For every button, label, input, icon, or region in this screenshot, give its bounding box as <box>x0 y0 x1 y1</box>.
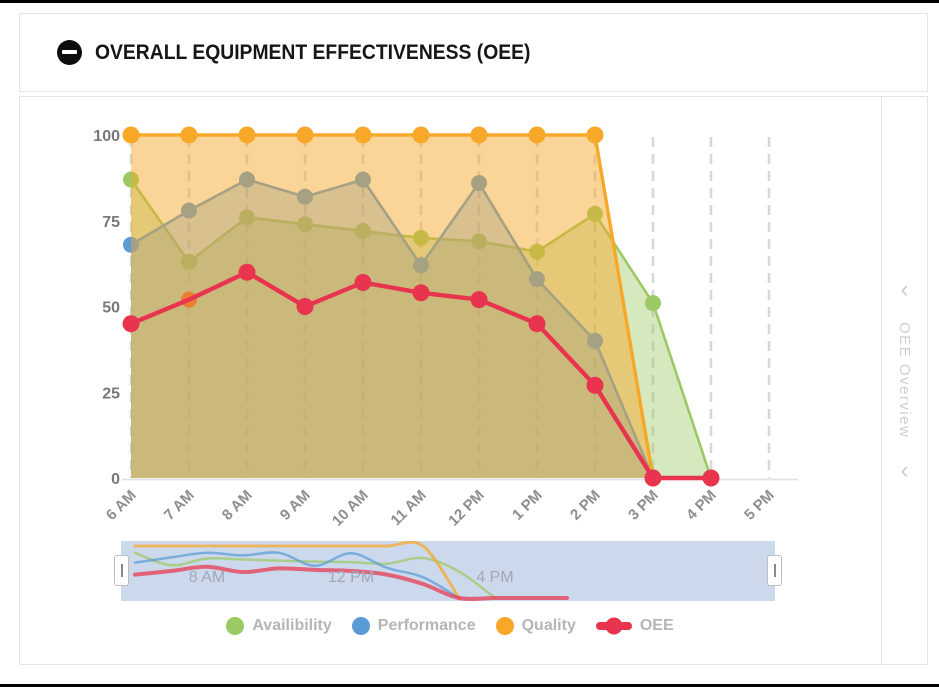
data-point <box>355 223 371 239</box>
top-divider <box>0 0 939 3</box>
data-point <box>123 171 139 188</box>
data-point <box>354 126 372 144</box>
data-point <box>238 126 256 144</box>
data-point <box>471 175 487 191</box>
nav-time-label: 4 PM <box>476 569 513 586</box>
series-line <box>130 178 655 479</box>
x-axis-tick: 1 PM <box>509 487 546 524</box>
x-axis-tick: 9 AM <box>277 487 314 524</box>
series-area <box>131 179 653 478</box>
data-point <box>471 233 487 250</box>
series-line <box>131 133 655 479</box>
side-panel-toggle[interactable]: ‹ OEE Overview ‹ <box>881 97 927 664</box>
series-quality <box>122 126 662 487</box>
data-point <box>297 188 313 205</box>
x-axis-tick: 12 PM <box>445 487 488 530</box>
x-axis-tick: 7 AM <box>161 487 198 524</box>
data-point <box>587 205 603 222</box>
y-axis-tick: 100 <box>93 128 120 145</box>
performance-dot-icon <box>351 617 370 635</box>
navigator-handle-left[interactable] <box>114 555 129 586</box>
data-point <box>296 126 314 144</box>
data-point <box>122 315 140 333</box>
x-axis-tick: 8 AM <box>219 487 256 524</box>
x-axis-tick: 2 PM <box>567 487 604 524</box>
nav-series-line <box>133 551 461 600</box>
data-point <box>296 298 314 315</box>
data-point <box>354 274 372 291</box>
nav-time-label: 8 AM <box>189 569 225 586</box>
legend-item-performance[interactable]: Performance <box>351 617 476 635</box>
nav-time-label: 12 PM <box>328 569 374 586</box>
legend-item-quality[interactable]: Quality <box>495 617 576 635</box>
availibility-dot-icon <box>226 617 245 635</box>
data-point <box>412 284 430 302</box>
data-point <box>239 171 255 188</box>
quality-dot-icon <box>495 617 514 635</box>
x-axis-tick: 6 AM <box>103 487 140 524</box>
data-point <box>528 315 546 333</box>
data-point <box>529 243 545 260</box>
data-point <box>413 257 429 274</box>
series-area <box>131 135 653 478</box>
data-point <box>238 263 256 281</box>
bottom-divider <box>0 684 939 687</box>
data-point <box>702 469 720 487</box>
widget-header: OVERALL EQUIPMENT EFFECTIVENESS (OEE) <box>19 13 928 92</box>
oee-line-dot-icon <box>595 617 632 635</box>
chevron-left-icon: ‹ <box>900 276 909 304</box>
navigator-handle-right[interactable] <box>767 555 782 586</box>
data-point <box>355 171 371 188</box>
widget-title: OVERALL EQUIPMENT EFFECTIVENESS (OEE) <box>95 40 531 64</box>
data-point <box>123 236 139 253</box>
y-axis-tick: 0 <box>111 471 120 488</box>
data-point <box>181 253 197 270</box>
legend-label: Quality <box>521 617 576 634</box>
data-point <box>412 126 430 144</box>
legend-label: Performance <box>377 617 476 634</box>
side-panel-label: OEE Overview <box>896 322 913 439</box>
chart-legend: Availibility Performance Quality OEE <box>20 617 880 635</box>
data-point <box>122 126 140 144</box>
range-navigator[interactable]: 8 AM 12 PM 4 PM <box>121 541 775 601</box>
y-axis-tick: 25 <box>102 385 120 402</box>
series-oee <box>122 263 720 487</box>
handle-grip-icon <box>773 564 776 577</box>
y-axis-tick: 50 <box>102 300 120 317</box>
data-point <box>180 126 198 144</box>
x-axis-tick: 3 PM <box>625 487 662 524</box>
data-point <box>529 271 545 288</box>
data-point <box>587 332 603 349</box>
series-area <box>131 179 711 478</box>
data-point <box>528 126 546 144</box>
oee-line-chart[interactable]: 100 75 50 25 06 AM 7 AM 8 AM 9 AM 10 AM 11 AM 12 P… <box>20 97 880 537</box>
legend-item-availibility[interactable]: Availibility <box>226 617 332 635</box>
legend-item-oee[interactable]: OEE <box>595 617 674 635</box>
chevron-left-icon: ‹ <box>900 456 909 484</box>
data-point <box>586 126 604 144</box>
minus-circle-icon[interactable] <box>57 40 82 65</box>
handle-grip-icon <box>120 564 123 577</box>
y-axis-tick: 75 <box>102 214 120 231</box>
data-point <box>297 216 313 233</box>
oee-chart-card: 100 75 50 25 0 6 AM 7 AM 8 AM 9 AM 10 AM 11 AM 12 P… <box>19 96 928 665</box>
x-axis-tick: 11 AM <box>388 487 430 529</box>
data-point <box>413 229 429 246</box>
legend-label: Availibility <box>252 617 332 634</box>
data-point <box>645 295 661 312</box>
series-availibility <box>123 171 719 486</box>
data-point <box>470 291 488 309</box>
x-axis-tick: 5 PM <box>741 487 778 524</box>
x-axis-tick: 4 PM <box>683 487 720 524</box>
data-point <box>181 202 197 219</box>
legend-label: OEE <box>639 617 674 634</box>
x-axis-tick: 10 AM <box>329 487 372 530</box>
data-point <box>239 209 255 226</box>
data-point <box>644 469 662 487</box>
data-point <box>470 126 488 144</box>
data-point <box>586 376 604 394</box>
nav-series-line <box>133 541 461 600</box>
nav-series-line <box>133 564 569 601</box>
